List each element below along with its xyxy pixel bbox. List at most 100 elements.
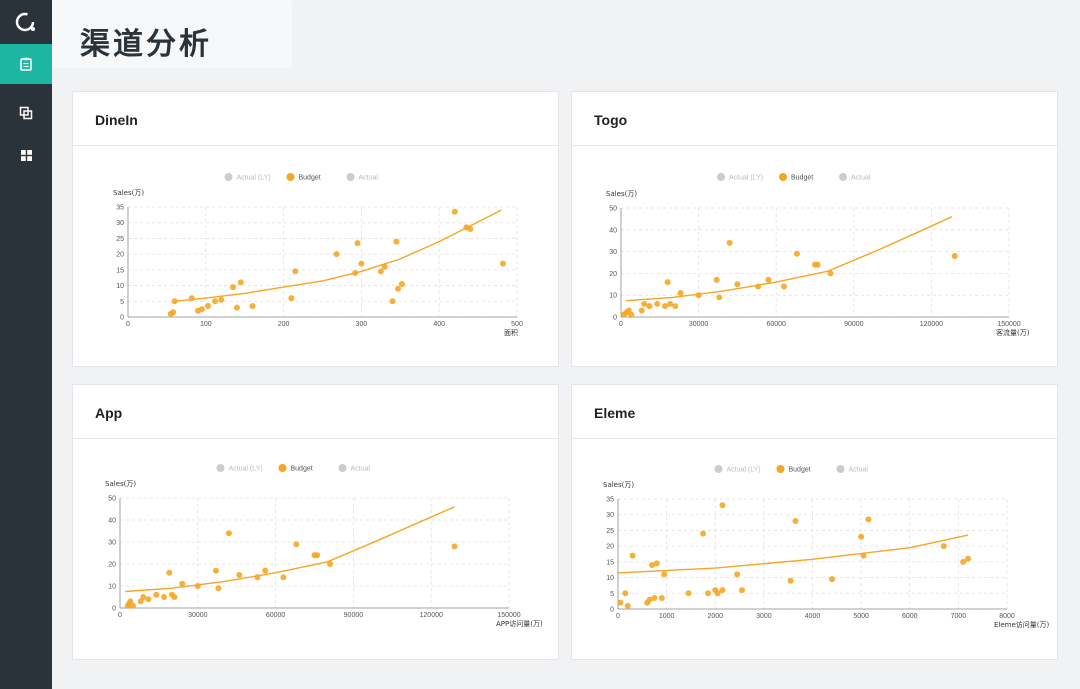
legend-marker — [714, 465, 723, 473]
x-tick-label: 500 — [511, 321, 523, 328]
card-title: DineIn — [95, 112, 138, 128]
sidebar-item-copy[interactable] — [0, 93, 52, 133]
data-point — [713, 276, 720, 283]
grid-icon — [20, 149, 32, 161]
data-point — [695, 292, 702, 299]
data-point — [658, 595, 665, 601]
data-point — [393, 238, 400, 245]
y-tick-label: 10 — [108, 584, 116, 591]
data-point — [667, 300, 674, 307]
x-tick-label: 120000 — [420, 612, 443, 619]
y-tick-label: 25 — [116, 236, 124, 243]
sidebar-item-report[interactable] — [0, 44, 52, 84]
legend-label: Actual — [849, 467, 869, 474]
data-point — [194, 583, 201, 589]
card-title: Togo — [594, 112, 628, 128]
y-tick-label: 20 — [609, 271, 617, 278]
x-tick-label: 2000 — [707, 613, 723, 620]
data-point — [646, 303, 653, 310]
data-point — [500, 260, 506, 267]
x-tick-label: 6000 — [902, 613, 918, 620]
card-header: App — [73, 385, 558, 439]
data-point — [858, 533, 865, 540]
data-point — [254, 574, 261, 581]
sidebar-item-grid[interactable] — [0, 135, 52, 175]
legend-label: Actual — [359, 175, 379, 182]
x-tick-label: 0 — [118, 612, 122, 619]
data-point — [377, 268, 384, 275]
data-point — [765, 276, 772, 283]
legend-label: Budget — [299, 175, 321, 182]
x-tick-label: 30000 — [188, 612, 208, 619]
x-tick-label: 0 — [616, 613, 620, 620]
data-point — [714, 590, 721, 597]
legend-label: Actual — [351, 466, 371, 473]
data-point — [739, 587, 745, 594]
data-point — [381, 263, 388, 270]
x-axis-label: APP访问量(万) — [496, 619, 543, 628]
data-point — [651, 595, 658, 601]
sidebar — [0, 0, 52, 689]
x-tick-label: 1000 — [659, 613, 675, 620]
data-point — [628, 311, 635, 318]
data-point — [354, 240, 361, 247]
data-point — [734, 571, 741, 578]
y-tick-label: 10 — [116, 283, 124, 290]
y-tick-label: 50 — [609, 206, 617, 213]
data-point — [288, 295, 295, 302]
y-tick-label: 40 — [108, 518, 116, 525]
x-tick-label: 100 — [200, 321, 212, 328]
x-tick-label: 4000 — [805, 613, 821, 620]
y-tick-label: 5 — [120, 299, 124, 306]
data-point — [188, 295, 195, 302]
data-point — [213, 567, 219, 574]
legend-marker — [717, 173, 725, 181]
data-point — [677, 290, 684, 296]
data-point — [137, 598, 144, 605]
y-axis-label: Sales(万) — [113, 189, 144, 197]
data-point — [781, 283, 787, 290]
x-axis-label: Eleme访问量(万) — [994, 620, 1050, 629]
logo[interactable] — [0, 0, 52, 44]
data-point — [236, 572, 243, 578]
y-tick-label: 5 — [610, 591, 614, 598]
x-tick-label: 200 — [278, 321, 290, 328]
data-point — [827, 270, 834, 277]
data-point — [719, 587, 726, 594]
legend-label: Actual (LY) — [237, 175, 271, 182]
x-tick-label: 8000 — [999, 613, 1015, 620]
data-point — [395, 285, 401, 292]
y-tick-label: 10 — [606, 575, 614, 582]
y-tick-label: 0 — [613, 315, 617, 322]
y-axis-label: Sales(万) — [606, 190, 637, 198]
x-tick-label: 7000 — [951, 613, 967, 620]
x-tick-label: 90000 — [344, 612, 364, 619]
legend-marker — [836, 465, 845, 473]
data-point — [641, 300, 648, 307]
legend-marker — [216, 464, 225, 472]
card-header: Togo — [572, 92, 1057, 146]
data-point — [792, 518, 799, 524]
data-point — [814, 261, 821, 268]
data-point — [467, 226, 474, 232]
x-tick-label: 60000 — [766, 321, 786, 328]
data-point — [233, 304, 240, 311]
data-point — [646, 596, 653, 603]
y-tick-label: 20 — [108, 562, 116, 569]
x-axis-label: 客流量(万) — [996, 328, 1030, 337]
legend-label: Budget — [291, 466, 313, 473]
legend-marker — [776, 465, 785, 473]
x-tick-label: 30000 — [689, 321, 709, 328]
data-point — [198, 306, 205, 313]
y-tick-label: 0 — [112, 606, 116, 613]
x-tick-label: 60000 — [266, 612, 286, 619]
data-point — [205, 303, 212, 309]
header-tab — [52, 0, 292, 68]
trend-line — [626, 216, 953, 302]
y-tick-label: 15 — [606, 559, 614, 566]
data-point — [829, 576, 835, 583]
legend-marker — [286, 173, 295, 181]
data-point — [622, 590, 629, 597]
data-point — [292, 268, 299, 275]
data-point — [940, 543, 947, 550]
